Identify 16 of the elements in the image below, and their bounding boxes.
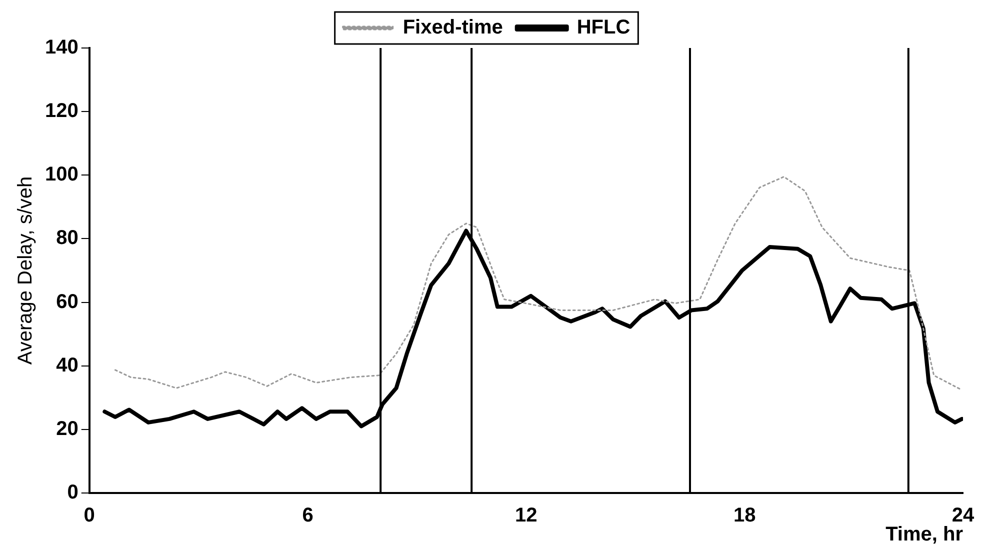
x-tick-label: 6 — [302, 504, 314, 527]
y-tick-label: 100 — [44, 164, 78, 186]
y-tick-label: 0 — [67, 482, 78, 504]
legend-label: Fixed-time — [402, 16, 503, 39]
x-tick-label: 12 — [515, 504, 538, 527]
y-tick-label: 20 — [56, 418, 78, 440]
y-tick-label: 140 — [44, 36, 78, 59]
y-tick-label: 80 — [56, 227, 78, 250]
line-series — [114, 176, 963, 391]
y-axis-title: Average Delay, s/veh — [14, 176, 37, 365]
y-tick-label: 40 — [56, 354, 78, 376]
x-tick-label: 18 — [733, 504, 756, 527]
x-tick-label: 0 — [84, 504, 95, 527]
y-tick-label: 60 — [56, 290, 78, 313]
y-tick-label: 120 — [44, 100, 78, 122]
legend-label: HFLC — [576, 16, 630, 39]
